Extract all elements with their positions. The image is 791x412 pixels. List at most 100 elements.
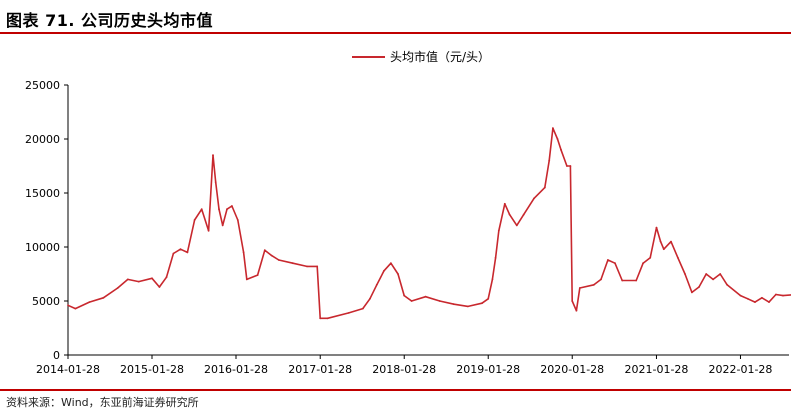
data-point xyxy=(670,240,672,243)
data-point xyxy=(102,296,105,299)
data-point xyxy=(677,256,679,259)
data-point xyxy=(218,208,220,211)
data-point xyxy=(705,273,708,275)
data-point xyxy=(375,283,378,286)
x-axis-ticks: 2014-01-28 2015-01-28 2016-01-28 2017-01-28… xyxy=(36,355,772,376)
data-point xyxy=(326,317,329,320)
data-point xyxy=(775,293,777,296)
data-point xyxy=(242,251,245,254)
data-point xyxy=(165,276,168,279)
source-note: 资料来源：Wind，东亚前海证券研究所 xyxy=(6,396,199,409)
title-bar: 图表 71. 公司历史头均市值 xyxy=(0,0,791,34)
data-point xyxy=(533,197,535,200)
data-point xyxy=(746,297,749,300)
data-point xyxy=(508,213,511,216)
data-point xyxy=(306,265,308,268)
data-point xyxy=(614,262,616,265)
line-chart: 头均市值（元/头） 0 5000 10000 15000 20000 25000 2014… xyxy=(25,49,791,376)
data-point xyxy=(543,186,546,189)
data-point xyxy=(566,165,568,167)
x-tick-label: 2014-01-28 xyxy=(36,363,100,376)
data-point xyxy=(698,286,700,288)
data-point xyxy=(186,251,189,254)
y-tick-label: 15000 xyxy=(25,187,60,200)
data-point xyxy=(621,279,624,282)
data-point xyxy=(607,259,609,261)
data-point xyxy=(560,148,562,151)
data-point xyxy=(691,291,693,294)
data-point xyxy=(487,297,490,300)
data-point xyxy=(754,301,756,303)
data-point xyxy=(397,273,399,275)
data-point xyxy=(552,127,554,130)
axes xyxy=(67,85,789,356)
data-point xyxy=(263,249,266,252)
data-point xyxy=(642,262,644,265)
data-point xyxy=(316,265,319,268)
data-point xyxy=(569,165,572,167)
data-point xyxy=(390,262,392,265)
data-point xyxy=(245,278,248,281)
data-point xyxy=(739,294,742,297)
legend: 头均市值（元/头） xyxy=(352,49,490,64)
data-point xyxy=(212,154,214,157)
data-point xyxy=(649,256,652,259)
data-point xyxy=(768,301,770,303)
data-point xyxy=(319,317,322,320)
data-point xyxy=(88,301,91,303)
source-bar: 资料来源：Wind，东亚前海证券研究所 xyxy=(0,389,791,412)
data-point xyxy=(494,256,497,259)
data-point xyxy=(277,259,280,261)
data-point xyxy=(270,254,273,257)
data-point xyxy=(137,280,140,283)
y-tick-label: 25000 xyxy=(25,79,60,92)
data-point xyxy=(207,229,210,232)
data-point xyxy=(74,307,77,310)
data-point xyxy=(347,312,350,314)
data-point xyxy=(522,213,525,216)
data-point xyxy=(712,278,714,281)
data-point xyxy=(424,295,427,298)
data-point xyxy=(236,219,239,221)
data-point xyxy=(403,294,406,297)
y-tick-label: 20000 xyxy=(25,133,60,146)
data-point xyxy=(158,286,161,288)
y-tick-label: 10000 xyxy=(25,241,60,254)
x-tick-label: 2020-01-28 xyxy=(540,363,604,376)
y-tick-label: 5000 xyxy=(32,295,60,308)
data-point xyxy=(214,181,217,184)
data-point xyxy=(600,278,602,281)
x-tick-label: 2019-01-28 xyxy=(456,363,520,376)
data-point xyxy=(659,240,662,243)
x-tick-label: 2017-01-28 xyxy=(288,363,352,376)
data-point xyxy=(231,205,233,207)
data-point xyxy=(662,248,665,251)
data-point xyxy=(782,294,784,297)
data-point xyxy=(256,274,259,276)
data-point xyxy=(410,300,413,302)
data-point xyxy=(497,229,500,232)
y-tick-label: 0 xyxy=(53,349,60,362)
data-point xyxy=(116,287,119,289)
data-point xyxy=(726,283,728,286)
data-point xyxy=(67,304,69,307)
legend-label: 头均市值（元/头） xyxy=(390,49,490,64)
series-group xyxy=(67,127,791,320)
x-tick-label: 2016-01-28 xyxy=(204,363,268,376)
x-tick-label: 2022-01-28 xyxy=(708,363,772,376)
data-point xyxy=(556,138,559,140)
data-point xyxy=(200,208,203,211)
data-point xyxy=(221,224,224,227)
data-point xyxy=(179,248,182,251)
data-point xyxy=(655,226,658,229)
data-point xyxy=(226,208,228,211)
data-point xyxy=(761,296,763,299)
data-point xyxy=(684,273,686,275)
data-point xyxy=(515,224,518,227)
data-point xyxy=(575,309,578,312)
x-tick-label: 2021-01-28 xyxy=(624,363,688,376)
data-point xyxy=(126,278,129,281)
data-point xyxy=(172,252,175,255)
data-point xyxy=(467,305,469,308)
data-point xyxy=(635,279,638,282)
